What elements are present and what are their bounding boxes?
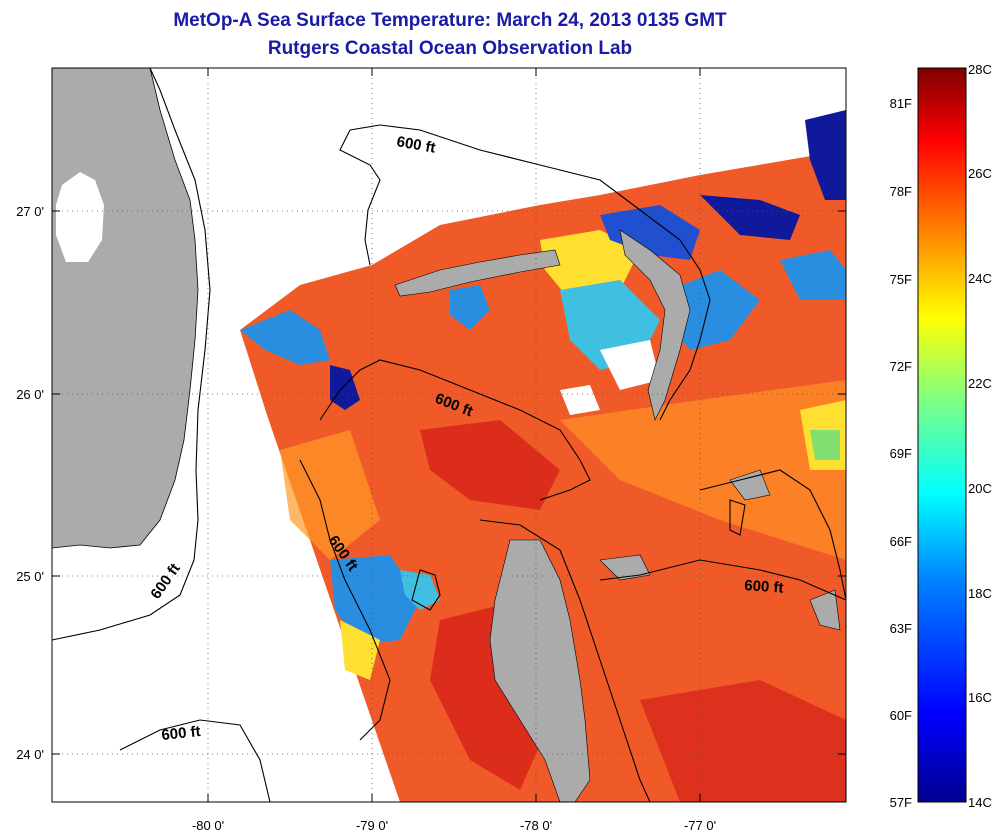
no-data-patch [600, 340, 660, 390]
grand-bahama-land [394, 249, 561, 297]
lat-tick-label: 24 0' [16, 747, 44, 762]
colorbar-f-label: 66F [890, 534, 912, 549]
sst-warm-band [420, 420, 560, 510]
lat-tick-label: 25 0' [16, 569, 44, 584]
map-title: MetOp-A Sea Surface Temperature: March 2… [173, 10, 727, 31]
colorbar-c-label: 26C [968, 166, 992, 181]
lake-okeechobee [56, 172, 104, 262]
colorbar-c-label: 18C [968, 586, 992, 601]
axis-ticks [52, 68, 846, 802]
sst-cool-patch [450, 285, 490, 330]
colorbar-c-label: 24C [968, 271, 992, 286]
sst-cool-patch [780, 250, 846, 300]
sst-cool-patch [700, 195, 800, 240]
lon-tick-label: -80 0' [192, 818, 224, 833]
colorbar-f-label: 75F [890, 272, 912, 287]
isobath-contours [52, 68, 846, 802]
contour-label: 600 ft [161, 723, 202, 744]
colorbar-fahrenheit-labels: 81F 78F 75F 72F 69F 66F 63F 60F 57F [890, 96, 912, 810]
colorbar-celsius-labels: 28C 26C 24C 22C 20C 18C 16C 14C [968, 62, 992, 810]
colorbar-c-label: 16C [968, 690, 992, 705]
colorbar-f-label: 78F [890, 184, 912, 199]
lon-tick-label: -77 0' [684, 818, 716, 833]
sst-cool-patch [340, 620, 380, 680]
sst-cool-patch [810, 430, 840, 460]
sst-cool-patch [600, 205, 700, 260]
island-land [599, 554, 651, 581]
island-land [809, 589, 841, 631]
contour-label: 600 ft [395, 133, 437, 157]
sst-cool-patch [665, 270, 760, 350]
lon-tick-label: -78 0' [520, 818, 552, 833]
sst-cool-patch [805, 110, 846, 200]
colorbar-c-label: 20C [968, 481, 992, 496]
island-land [729, 469, 771, 501]
lat-tick-label: 26 0' [16, 387, 44, 402]
andros-land [489, 539, 591, 802]
colorbar-f-label: 57F [890, 795, 912, 810]
colorbar-c-label: 22C [968, 376, 992, 391]
colorbar-f-label: 60F [890, 708, 912, 723]
map-frame [51, 67, 847, 803]
sst-cool-patch [240, 310, 330, 365]
colorbar-f-label: 69F [890, 446, 912, 461]
temperature-colorbar [917, 67, 967, 803]
abaco-land [619, 229, 691, 421]
sst-mild-band [280, 430, 380, 560]
colorbar-f-label: 63F [890, 621, 912, 636]
sst-mild-band [560, 380, 846, 560]
colorbar-f-label: 81F [890, 96, 912, 111]
sst-cool-patch [330, 365, 360, 410]
sst-cool-patch [330, 555, 420, 645]
colorbar-c-label: 14C [968, 795, 992, 810]
lon-tick-label: -79 0' [356, 818, 388, 833]
map-subtitle: Rutgers Coastal Ocean Observation Lab [267, 38, 633, 59]
contour-label: 600 ft [744, 577, 784, 597]
no-data-patch [560, 385, 600, 415]
colorbar-f-label: 72F [890, 359, 912, 374]
sst-cool-patch [400, 570, 440, 610]
lat-tick-label: 27 0' [16, 204, 44, 219]
colorbar-c-label: 28C [968, 62, 992, 77]
sst-warm-band [640, 680, 846, 802]
